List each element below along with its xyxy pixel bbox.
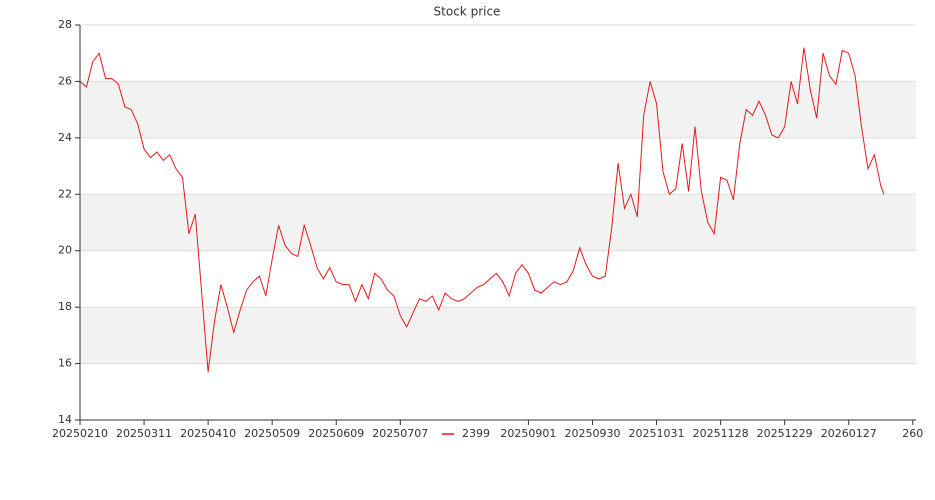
x-tick-label: 260 [902, 427, 923, 440]
y-tick-label: 24 [58, 131, 72, 144]
chart-title: Stock price [434, 5, 501, 19]
x-tick-label: 20251031 [629, 427, 685, 440]
y-tick-label: 26 [58, 74, 72, 87]
legend-box [438, 426, 496, 442]
x-tick-label: 20250901 [500, 427, 556, 440]
x-tick-label: 20250707 [372, 427, 428, 440]
x-tick-label: 20260127 [821, 427, 877, 440]
grid-band [80, 307, 916, 364]
x-tick-label: 20250930 [564, 427, 620, 440]
x-tick-label: 20250210 [52, 427, 108, 440]
x-tick-label: 20251128 [693, 427, 749, 440]
x-tick-label: 20250410 [180, 427, 236, 440]
x-tick-label: 20250311 [116, 427, 172, 440]
grid-band [80, 194, 916, 251]
y-tick-label: 20 [58, 244, 72, 257]
legend: 2399 [438, 426, 496, 442]
y-tick-label: 22 [58, 187, 72, 200]
x-tick-label: 20250609 [308, 427, 364, 440]
y-tick-label: 14 [58, 413, 72, 426]
legend-label: 2399 [462, 427, 490, 440]
grid-band [80, 81, 916, 138]
price-line [79, 47, 885, 373]
x-tick-label: 20251229 [757, 427, 813, 440]
y-tick-label: 18 [58, 300, 72, 313]
x-tick-label: 20250509 [244, 427, 300, 440]
y-tick-label: 16 [58, 357, 72, 370]
y-tick-label: 28 [58, 18, 72, 31]
